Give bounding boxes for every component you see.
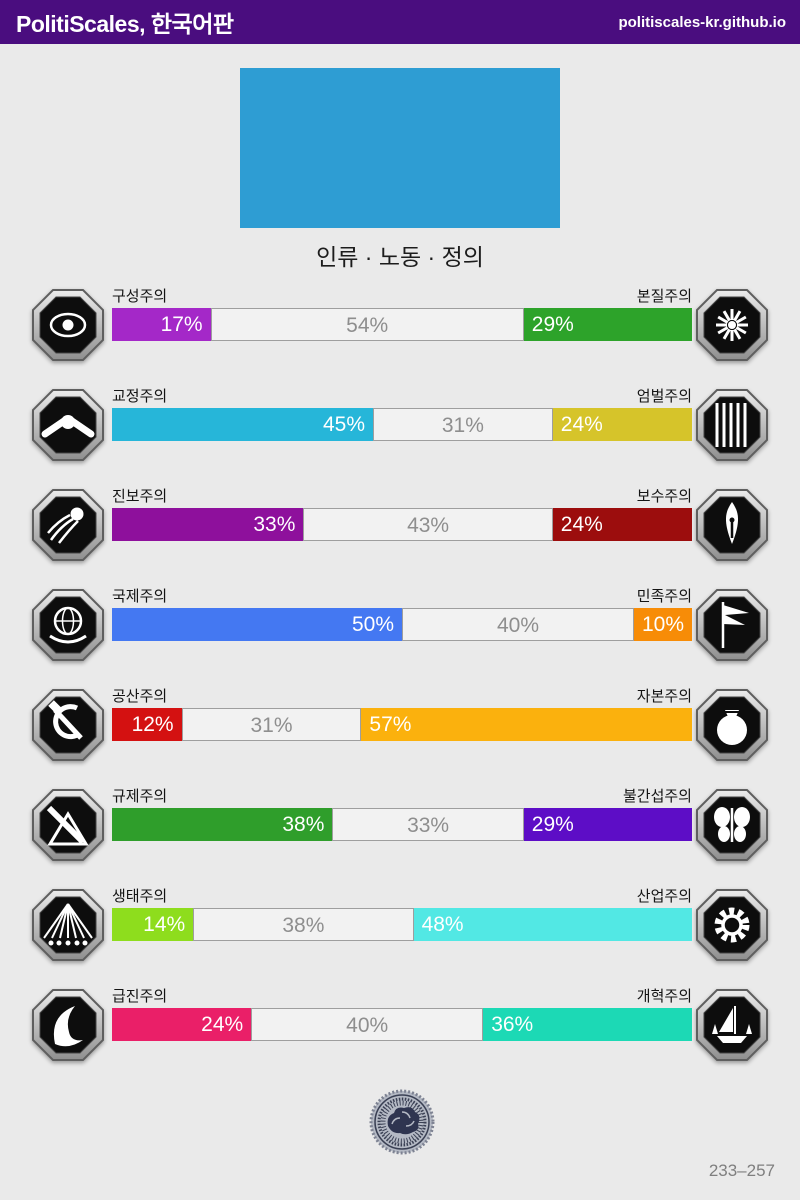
chrysanthemum-icon (695, 288, 769, 362)
axis-left-label: 생태주의 (112, 888, 168, 905)
handshake-icon (31, 388, 105, 462)
axis-row: 국제주의 민족주의 50% 40% 10% (0, 585, 800, 669)
axis-right-segment: 10% (634, 608, 692, 641)
axis-right-segment: 57% (361, 708, 692, 741)
axis-right-segment: 29% (523, 308, 692, 341)
axis-row: 교정주의 엄벌주의 45% 31% 24% (0, 385, 800, 469)
axis-neutral-segment: 33% (332, 808, 524, 841)
axis-right-segment: 24% (552, 408, 692, 441)
axis-left-segment: 38% (112, 808, 333, 841)
butterfly-icon (695, 788, 769, 862)
sun-rays-tree-icon (31, 888, 105, 962)
sailboat-icon (695, 988, 769, 1062)
axis-row: 급진주의 개혁주의 24% 40% 36% (0, 985, 800, 1069)
comet-icon (31, 488, 105, 562)
section-title: 인류 · 노동 · 정의 (316, 244, 484, 270)
axis-left-label: 진보주의 (112, 488, 168, 505)
site-link[interactable]: politiscales-kr.github.io (618, 13, 786, 31)
axis-left-label: 교정주의 (112, 388, 168, 405)
axis-bar: 12% 31% 57% (112, 708, 692, 741)
axis-row: 규제주의 불간섭주의 38% 33% 29% (0, 785, 800, 869)
header: PolitiScales, 한국어판 politiscales-kr.githu… (0, 0, 800, 44)
result-flag-image (240, 68, 560, 228)
axis-left-segment: 12% (112, 708, 182, 741)
axis-right-label: 보수주의 (636, 488, 692, 505)
axis-neutral-segment: 43% (303, 508, 553, 541)
axis-right-label: 산업주의 (636, 888, 692, 905)
axis-left-segment: 50% (112, 608, 402, 641)
brain-seal-icon (368, 1088, 436, 1156)
axis-left-label: 규제주의 (112, 788, 168, 805)
axis-left-label: 국제주의 (112, 588, 168, 605)
axis-bar: 24% 40% 36% (112, 1008, 692, 1041)
axis-neutral-segment: 31% (181, 708, 362, 741)
axis-row: 구성주의 본질주의 17% 54% 29% (0, 285, 800, 369)
axis-left-segment: 45% (112, 408, 373, 441)
prison-bars-icon (695, 388, 769, 462)
axis-bar: 33% 43% 24% (112, 508, 692, 541)
axis-left-segment: 17% (112, 308, 211, 341)
axis-left-segment: 24% (112, 1008, 252, 1041)
axis-left-segment: 33% (112, 508, 304, 541)
axis-right-label: 자본주의 (636, 688, 692, 705)
axis-right-label: 엄벌주의 (636, 388, 692, 405)
gear-icon (695, 888, 769, 962)
app-title: PolitiScales, 한국어판 (16, 11, 234, 37)
axis-bar: 45% 31% 24% (112, 408, 692, 441)
axis-right-segment: 48% (413, 908, 692, 941)
axis-right-label: 본질주의 (636, 288, 692, 305)
pen-nib-icon (695, 488, 769, 562)
axis-right-label: 민족주의 (636, 588, 692, 605)
axis-right-segment: 24% (552, 508, 692, 541)
hammer-sickle-icon (31, 688, 105, 762)
ruler-compass-icon (31, 788, 105, 862)
axis-bar: 38% 33% 29% (112, 808, 692, 841)
axis-left-label: 구성주의 (112, 288, 168, 305)
axis-bar: 14% 38% 48% (112, 908, 692, 941)
flag-icon (695, 588, 769, 662)
eye-icon (31, 288, 105, 362)
axis-neutral-segment: 31% (373, 408, 553, 441)
globe-laurel-icon (31, 588, 105, 662)
axis-right-label: 개혁주의 (636, 988, 692, 1005)
axis-bar: 50% 40% 10% (112, 608, 692, 641)
axis-row: 진보주의 보수주의 33% 43% 24% (0, 485, 800, 569)
axis-neutral-segment: 54% (210, 308, 524, 341)
axis-right-segment: 29% (523, 808, 692, 841)
axis-neutral-segment: 40% (402, 608, 634, 641)
result-code: 233–257 (708, 1161, 775, 1180)
axis-row: 생태주의 산업주의 14% 38% 48% (0, 885, 800, 969)
axis-neutral-segment: 40% (251, 1008, 484, 1041)
money-bag-icon (695, 688, 769, 762)
axis-left-segment: 14% (112, 908, 194, 941)
axis-neutral-segment: 38% (193, 908, 414, 941)
axis-right-label: 불간섭주의 (622, 788, 692, 805)
axis-row: 공산주의 자본주의 12% 31% 57% (0, 685, 800, 769)
wave-icon (31, 988, 105, 1062)
axis-left-label: 공산주의 (112, 688, 168, 705)
axis-right-segment: 36% (483, 1008, 692, 1041)
axis-left-label: 급진주의 (112, 988, 168, 1005)
axis-bar: 17% 54% 29% (112, 308, 692, 341)
